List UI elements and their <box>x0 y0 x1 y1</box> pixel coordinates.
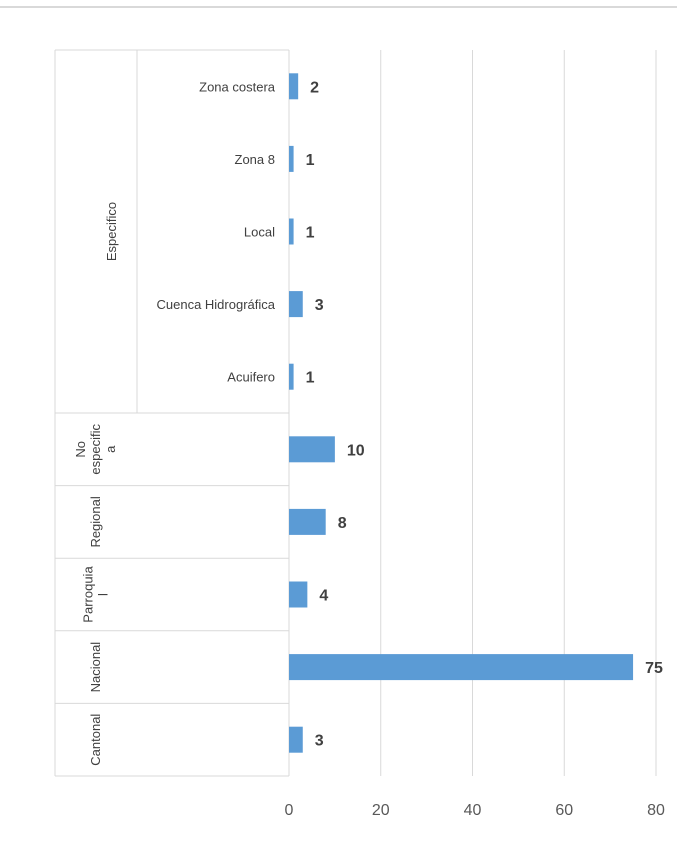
group-label-line: Nacional <box>88 642 103 693</box>
category-label: Zona costera <box>199 79 276 94</box>
group-label-nacional: Nacional <box>88 642 103 693</box>
bar-local <box>289 218 294 245</box>
bar-nacional <box>289 654 634 681</box>
top-divider <box>0 6 677 8</box>
group-label-cantonal: Cantonal <box>88 714 103 766</box>
bar-no-especifica <box>289 436 335 463</box>
bar-regional <box>289 508 326 535</box>
group-label-line: No <box>73 441 88 458</box>
bar-cantonal <box>289 726 303 753</box>
x-tick-label-80: 80 <box>647 802 665 819</box>
x-tick-label-40: 40 <box>464 802 482 819</box>
value-label: 10 <box>347 442 365 459</box>
value-label: 3 <box>315 297 324 314</box>
value-label: 3 <box>315 733 324 750</box>
x-tick-label-20: 20 <box>372 802 390 819</box>
group-label-no-especifica: Noespecifica <box>73 424 118 475</box>
value-label: 1 <box>306 370 315 387</box>
group-label-line: Parroquia <box>81 566 96 623</box>
bar-zona-8 <box>289 145 294 172</box>
value-label: 1 <box>306 225 315 242</box>
group-label-parroquial: Parroquial <box>81 566 111 623</box>
group-label-regional: Regional <box>88 496 103 547</box>
bar-cuenca-hidrográfica <box>289 291 303 318</box>
value-label: 75 <box>645 660 663 677</box>
x-tick-label-0: 0 <box>285 802 294 819</box>
category-label: Cuenca Hidrográfica <box>156 297 275 312</box>
group-label-especifico: Especifico <box>104 202 119 261</box>
category-label: Acuifero <box>227 370 275 385</box>
value-label: 4 <box>319 588 328 605</box>
group-label-line: a <box>103 445 118 453</box>
labels: 0 20 40 60 80 2 Zona costera 1 Zona 8 1 Local 3 Cuen… <box>73 79 665 819</box>
category-label: Local <box>244 225 275 240</box>
group-label-line: Especifico <box>104 202 119 261</box>
group-label-line: l <box>96 593 111 596</box>
bars <box>289 73 634 753</box>
value-label: 8 <box>338 515 347 532</box>
group-label-line: Cantonal <box>88 714 103 766</box>
bar-acuifero <box>289 363 294 390</box>
bar-zona-costera <box>289 73 299 100</box>
x-tick-label-60: 60 <box>555 802 573 819</box>
group-label-line: Regional <box>88 496 103 547</box>
value-label: 1 <box>306 152 315 169</box>
category-label: Zona 8 <box>235 152 275 167</box>
bar-parroquial <box>289 581 308 608</box>
group-label-line: especific <box>88 424 103 475</box>
value-label: 2 <box>310 79 319 96</box>
